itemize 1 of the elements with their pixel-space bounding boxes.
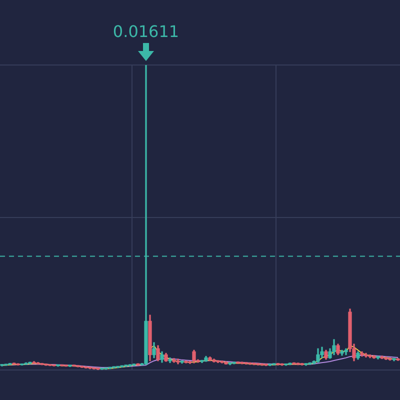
- text: 0.01611: [112, 22, 180, 41]
